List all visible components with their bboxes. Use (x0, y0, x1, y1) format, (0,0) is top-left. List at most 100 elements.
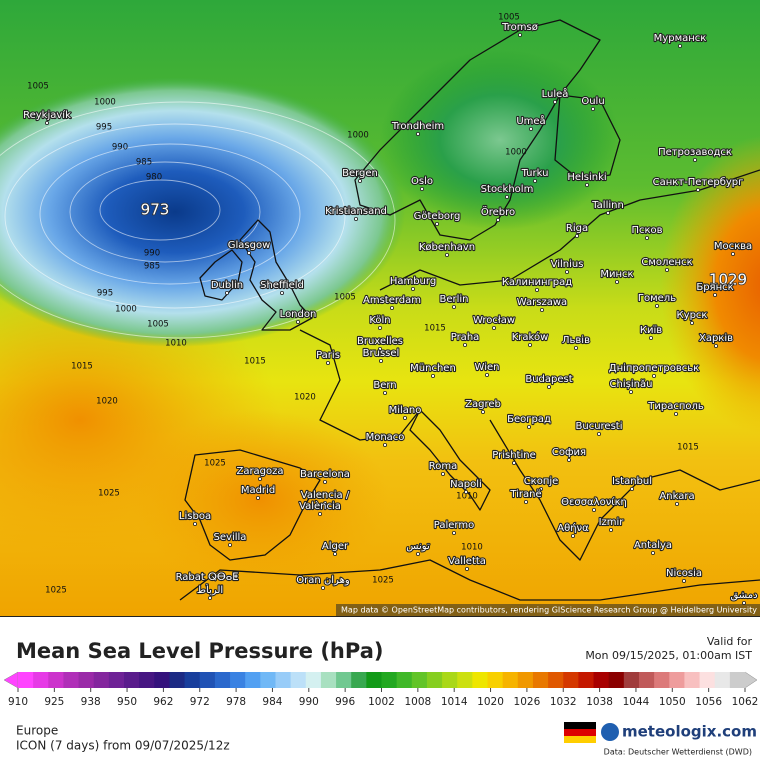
colorbar-tick-label: 1050 (659, 696, 686, 708)
city-label: Alger (322, 541, 349, 552)
city-label: London (280, 309, 317, 320)
city-label: València (299, 500, 341, 512)
city-dot (246, 250, 251, 255)
isobar-label: 1005 (147, 320, 169, 330)
colorbar-swatch (684, 672, 701, 688)
city-dot (192, 522, 197, 527)
colorbar-tick-label: 910 (8, 696, 28, 708)
city-dot (322, 500, 327, 505)
city-label: Θεσσαλονίκη (561, 496, 627, 508)
city-label: Brussel (363, 348, 400, 359)
city-label: Örebro (481, 205, 515, 218)
city-dot (377, 325, 382, 330)
isobar-label: 1010 (461, 543, 483, 553)
city-dot (295, 319, 300, 324)
brand[interactable]: meteologix.com (622, 723, 757, 741)
city-label: Köln (369, 315, 390, 326)
colorbar-arrow-left (3, 671, 19, 689)
valid-label: Valid for (707, 635, 753, 648)
colorbar-swatch (608, 672, 625, 688)
city-dot (524, 499, 529, 504)
city-dot (45, 121, 50, 126)
city-dot (652, 373, 657, 378)
city-dot (255, 495, 260, 500)
city-dot (540, 307, 545, 312)
colorbar-tick-label: 925 (44, 696, 64, 708)
city-dot (655, 303, 660, 308)
city-label: Chișinău (610, 379, 653, 390)
city-dot (402, 415, 407, 420)
city-dot (382, 442, 387, 447)
green-area (380, 50, 620, 230)
city-label: Umeå (516, 114, 545, 127)
isobar-label: 995 (96, 123, 112, 133)
colorbar-swatch (366, 672, 382, 688)
isobar-label: 985 (144, 262, 160, 272)
colorbar-swatch (442, 672, 458, 688)
city-dot (539, 486, 544, 491)
city-dot (527, 424, 532, 429)
city-label: Tallinn (591, 200, 624, 211)
isobar-label: 1015 (244, 357, 266, 367)
city-dot (320, 586, 325, 591)
city-label: Lisboa (179, 511, 211, 522)
colorbar-swatch (426, 672, 443, 688)
city-dot (528, 342, 533, 347)
city-label: Hamburg (390, 276, 436, 287)
colorbar-arrow-right (744, 671, 758, 689)
city-dot (462, 342, 467, 347)
city-label: دمشق (730, 590, 757, 601)
isobar-label: 1015 (677, 443, 699, 453)
isobar-label: 990 (144, 249, 160, 259)
isobar-label: 1025 (98, 489, 120, 499)
colorbar-tick-label: 1056 (695, 696, 722, 708)
city-label: Bucuresti (576, 421, 623, 432)
colorbar-swatch (63, 672, 80, 688)
city-dot (731, 251, 736, 256)
city-label: Београд (507, 414, 551, 425)
isobar-labels: 9731029100510009959909859809909859951000… (27, 13, 748, 596)
city-dot (574, 345, 579, 350)
city-label: Trondheim (391, 121, 444, 132)
city-label: Курск (677, 310, 708, 321)
city-label: Riga (566, 223, 588, 234)
city-label: Санкт-Петербург (653, 177, 744, 188)
city-label: Sheffield (260, 280, 304, 291)
city-dot (415, 131, 420, 136)
city-label: Istanbul (612, 476, 652, 487)
city-label: Praha (451, 332, 480, 343)
city-label: Скопје (524, 475, 559, 487)
city-label: Псков (631, 225, 662, 236)
city-dot (567, 457, 572, 462)
city-label: Bruxelles (357, 336, 403, 347)
city-label: Milano (389, 405, 422, 416)
city-dot (419, 186, 424, 191)
city-dot (464, 567, 469, 572)
city-dot (495, 217, 500, 222)
colorbar-swatch (381, 672, 398, 688)
colorbar-swatch (563, 672, 579, 688)
city-label: Warszawa (517, 297, 567, 308)
city-label: Helsinki (567, 172, 606, 183)
city-dot (512, 460, 517, 465)
colorbar-tick-label: 1038 (586, 696, 613, 708)
legend-title: Mean Sea Level Pressure (hPa) (16, 639, 383, 663)
colorbar-swatch (578, 672, 595, 688)
isobar-label: 1005 (498, 13, 520, 23)
city-dot (645, 235, 650, 240)
colorbar-swatch (139, 672, 155, 688)
city-label: Zaragoza (236, 466, 283, 477)
city-label: Брянск (696, 282, 733, 293)
city-label: Antalya (634, 540, 672, 551)
legend: Mean Sea Level Pressure (hPa) Valid for … (3, 635, 758, 757)
city-label: Rabat ⵕⴱⴰⵟ (176, 572, 239, 583)
city-label: Glasgow (228, 240, 271, 251)
city-dot (415, 552, 420, 557)
city-dot (444, 252, 449, 257)
colorbar-tick-label: 984 (262, 696, 282, 708)
model-run: ICON (7 days) from 09/07/2025/12z (16, 739, 230, 753)
colorbar-swatch (245, 672, 261, 688)
city-label: Tiranë (509, 489, 541, 500)
city-dot (696, 187, 701, 192)
